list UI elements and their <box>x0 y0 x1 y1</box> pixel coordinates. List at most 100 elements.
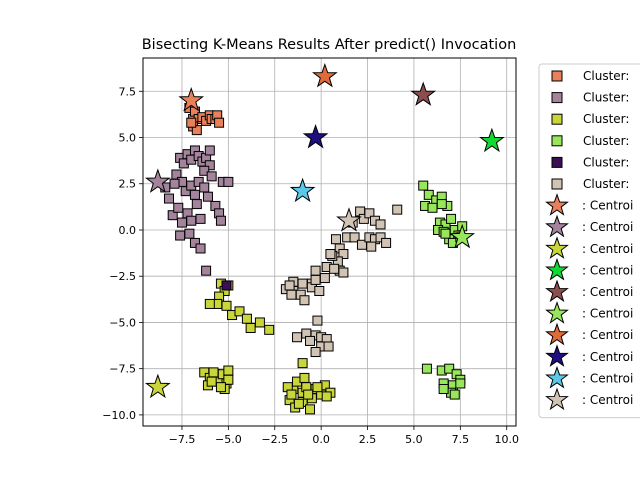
legend-label: Cluster: <box>583 69 629 83</box>
cluster-3-point <box>418 180 429 191</box>
cluster-5-point <box>349 232 360 243</box>
y-tick-label: 7.5 <box>119 85 137 98</box>
legend-square-marker <box>551 113 563 125</box>
y-tick-label: −5.0 <box>109 316 136 329</box>
cluster-5-point <box>329 263 340 274</box>
cluster-5-point <box>358 213 369 224</box>
cluster-1-point <box>189 189 200 200</box>
cluster-2-point <box>312 382 323 393</box>
cluster-3-point <box>436 199 447 210</box>
plot-frame <box>142 57 517 427</box>
legend-box <box>538 63 640 419</box>
cluster-2-point <box>305 404 316 415</box>
legend-label: : Centroi <box>582 393 633 407</box>
cluster-3-point <box>455 378 466 389</box>
cluster-1-point <box>199 182 210 193</box>
cluster-1-point <box>163 193 174 204</box>
y-tick-label: 5.0 <box>119 132 137 145</box>
legend-star-marker <box>545 236 569 259</box>
cluster-2-point <box>241 313 252 324</box>
centroid-star-3 <box>479 127 505 153</box>
legend-star-marker <box>545 344 569 367</box>
cluster-1-point <box>199 165 210 176</box>
x-tick-label: −2.5 <box>261 433 288 446</box>
legend-label: Cluster: <box>583 177 629 191</box>
cluster-5-point <box>338 267 349 278</box>
cluster-5-point <box>310 274 321 285</box>
cluster-5-point <box>381 237 392 248</box>
legend-star-marker <box>545 365 569 389</box>
cluster-5-point <box>292 332 303 343</box>
cluster-2-point <box>215 382 226 393</box>
cluster-5-point <box>284 280 295 291</box>
cluster-1-point <box>173 202 184 213</box>
y-tick-label: −10.0 <box>102 409 136 422</box>
legend-square-marker <box>551 92 563 104</box>
centroid-star-2 <box>144 373 171 399</box>
legend-label: : Centroi <box>582 328 633 342</box>
cluster-5-point <box>375 219 386 230</box>
cluster-3-point <box>446 213 457 224</box>
y-tick-label: 2.5 <box>119 178 137 191</box>
y-axis-ticks: −10.0 −7.5 −5.0 −2.5 0.0 2.5 5.0 7.5 <box>102 85 143 422</box>
cluster-5-point <box>323 341 334 352</box>
cluster-2-point <box>254 317 265 328</box>
cluster-2-point <box>223 365 234 376</box>
cluster-2-point <box>297 358 308 369</box>
cluster-2-point <box>299 372 310 383</box>
cluster-1-point <box>202 191 213 202</box>
x-tick-label: 7.5 <box>452 433 470 446</box>
cluster-5-point <box>314 286 325 297</box>
legend-square-marker <box>551 156 563 168</box>
legend-label: : Centroi <box>582 371 633 385</box>
legend-square-marker <box>551 70 563 82</box>
cluster-3-point <box>423 189 434 200</box>
legend-label: : Centroi <box>582 199 633 213</box>
cluster-5-point <box>299 295 310 306</box>
cluster-1-point <box>195 213 206 224</box>
legend-star-marker <box>545 387 569 411</box>
centroid-markers <box>144 62 505 399</box>
y-tick-label: −7.5 <box>109 363 136 376</box>
y-tick-label: −2.5 <box>109 270 136 283</box>
cluster-1-point <box>169 178 180 189</box>
legend-label: : Centroi <box>582 242 633 256</box>
cluster-5-point <box>310 265 321 276</box>
cluster-2-point <box>321 391 332 402</box>
centroid-star-1 <box>144 168 171 193</box>
cluster-2-point <box>221 300 232 311</box>
legend-label: : Centroi <box>582 285 633 299</box>
legend-label: Cluster: <box>583 155 629 169</box>
cluster-5-point <box>305 335 316 346</box>
x-tick-label: 2.5 <box>359 433 377 446</box>
cluster-2-point <box>204 298 215 309</box>
legend-label: Cluster: <box>583 91 629 105</box>
cluster-3-point <box>438 384 449 395</box>
cluster-5-point <box>338 249 349 260</box>
cluster-4-point <box>221 280 232 291</box>
x-tick-label: −7.5 <box>169 433 196 446</box>
cluster-2-point <box>234 306 245 317</box>
cluster-3-point <box>421 363 432 374</box>
cluster-1-point <box>191 199 202 210</box>
centroid-star-7 <box>302 123 329 149</box>
x-tick-label: −5.0 <box>215 433 242 446</box>
cluster-3-point <box>444 363 455 374</box>
legend-label: Cluster: <box>583 134 629 148</box>
cluster-2-point <box>245 322 256 333</box>
cluster-2-point <box>264 324 275 335</box>
centroid-star-8 <box>289 177 316 203</box>
scatter-points <box>160 102 468 415</box>
cluster-1-point <box>201 265 212 276</box>
legend-star-marker <box>545 257 569 281</box>
cluster-0-point <box>191 125 202 136</box>
cluster-1-point <box>204 145 215 156</box>
cluster-3-point <box>440 228 451 239</box>
cluster-5-point <box>310 347 321 358</box>
legend-label: : Centroi <box>582 220 633 234</box>
cluster-1-point <box>204 160 215 171</box>
cluster-5-point <box>286 289 297 300</box>
cluster-1-point <box>206 171 217 182</box>
cluster-1-point <box>223 176 234 187</box>
